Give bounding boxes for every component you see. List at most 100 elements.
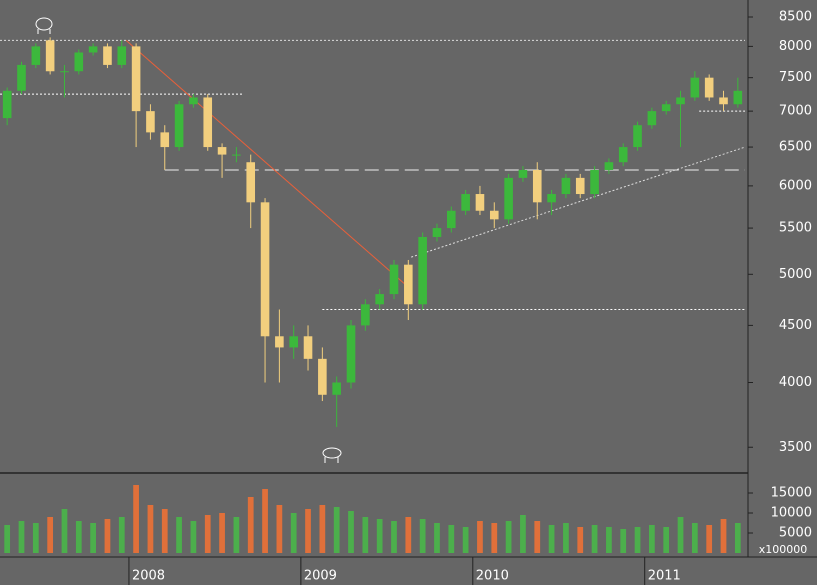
y-tick-label: 4000 [779, 375, 812, 390]
volume-bar [577, 527, 584, 553]
y-tick-label: 8000 [779, 39, 812, 54]
candle-body [461, 194, 470, 211]
volume-bar [491, 523, 498, 553]
candle-body [647, 111, 657, 126]
candle-body [704, 77, 714, 98]
candle-body [275, 336, 284, 348]
candle-body [203, 97, 213, 148]
candle-body [346, 325, 356, 383]
y-tick-label: 3500 [779, 440, 812, 455]
candle-body [74, 52, 84, 72]
candle-body [504, 177, 513, 220]
volume-tick-label: 5000 [779, 526, 812, 541]
volume-bar [118, 517, 125, 553]
candle-body [289, 336, 298, 348]
volume-bar [104, 519, 111, 553]
volume-bar [190, 521, 197, 553]
candle-body [518, 169, 528, 178]
y-tick-label: 6000 [779, 178, 812, 193]
y-tick-label: 8500 [779, 9, 812, 24]
volume-bar [634, 527, 641, 553]
candle-body [447, 210, 456, 229]
candle-body [604, 162, 614, 170]
volume-bar [61, 509, 68, 553]
volume-bar [90, 523, 96, 553]
trend-line [125, 39, 409, 288]
y-tick-label: 5000 [779, 267, 812, 282]
volume-bar [176, 517, 182, 553]
candle-body [375, 294, 384, 305]
volume-bar [534, 521, 541, 553]
candle-body [45, 40, 55, 72]
candle-body [232, 154, 241, 156]
volume-bar [448, 525, 455, 553]
candle-body [547, 194, 556, 203]
candle-body [174, 104, 184, 148]
volume-bar [348, 511, 354, 553]
y-tick-label: 4500 [779, 318, 812, 333]
volume-bar [219, 513, 225, 553]
volume-bar [563, 523, 569, 553]
trend-line [411, 146, 746, 258]
candle-body [131, 46, 141, 112]
candle-body [676, 97, 685, 105]
volume-bar [391, 521, 397, 553]
volume-bar [276, 505, 283, 553]
x-tick-label: 2009 [304, 569, 337, 584]
candle-body [361, 304, 370, 326]
volume-bar [606, 527, 612, 553]
volume-bar [520, 515, 526, 553]
volume-bar [677, 517, 684, 553]
y-tick-label: 7000 [779, 104, 812, 119]
candle-body [117, 46, 127, 65]
volume-bar [649, 525, 655, 553]
volume-bar [247, 497, 254, 553]
candle-body [260, 202, 270, 337]
candle-body [160, 132, 170, 148]
candle-body [246, 162, 256, 203]
volume-bar [691, 523, 698, 553]
candle-body [146, 111, 155, 133]
volume-bar [319, 505, 326, 553]
candle-body [432, 228, 442, 237]
candle-body [318, 358, 327, 395]
candle-body [389, 264, 399, 295]
y-tick-label: 6500 [779, 140, 812, 155]
candle-body [17, 64, 26, 91]
x-tick-label: 2011 [648, 569, 681, 584]
volume-bar [133, 485, 139, 553]
candle-body [418, 236, 427, 305]
candle-body [475, 194, 485, 211]
volume-bar [233, 517, 240, 553]
bull-icon [35, 17, 53, 34]
candle-body [103, 46, 112, 65]
y-tick-label: 7500 [779, 70, 812, 85]
volume-bar [204, 515, 211, 553]
candle-body [733, 90, 743, 105]
volume-bar [305, 509, 311, 553]
volume-tick-label: 10000 [771, 506, 812, 521]
candle-body [690, 77, 700, 98]
volume-tick-label: 15000 [771, 486, 812, 501]
candle-body [31, 46, 41, 65]
candle-body [719, 97, 728, 105]
volume-bar [75, 521, 82, 553]
volume-bar [505, 521, 512, 553]
volume-bar [32, 523, 39, 553]
candle-body [303, 336, 313, 359]
volume-bar [620, 529, 627, 553]
volume-bar [591, 525, 598, 553]
candle-body [618, 147, 628, 163]
candle-body [2, 90, 12, 119]
volume-unit: x100000 [759, 543, 808, 556]
volume-bar [462, 527, 469, 553]
candle-body [60, 71, 69, 73]
volume-bar [663, 527, 670, 553]
x-tick-label: 2008 [132, 569, 165, 584]
volume-bar [419, 519, 426, 553]
x-tick-label: 2010 [476, 569, 509, 584]
volume-bar [262, 489, 268, 553]
bear-icon [322, 447, 342, 463]
volume-bar [47, 517, 54, 553]
